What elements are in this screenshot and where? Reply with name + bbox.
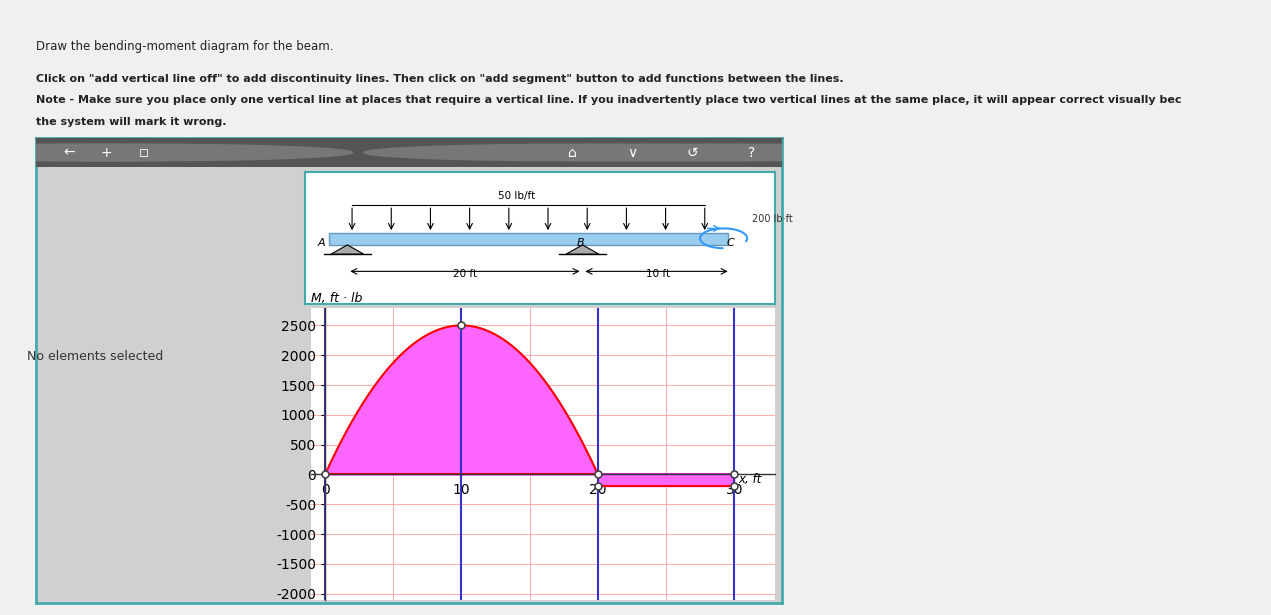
Circle shape — [0, 145, 352, 161]
Text: A: A — [318, 238, 325, 248]
Text: No elements selected: No elements selected — [27, 350, 164, 363]
Circle shape — [364, 145, 782, 161]
Text: 20 ft: 20 ft — [452, 269, 477, 279]
Text: ↺: ↺ — [686, 146, 698, 159]
Circle shape — [543, 145, 961, 161]
Polygon shape — [330, 245, 364, 254]
Text: ⌂: ⌂ — [568, 146, 577, 159]
Text: M, ft · lb: M, ft · lb — [311, 292, 362, 305]
Text: 200 lb·ft: 200 lb·ft — [751, 215, 793, 224]
Text: 10 ft: 10 ft — [646, 269, 670, 279]
Text: ◽: ◽ — [139, 146, 149, 159]
Text: Draw the bending-moment diagram for the beam.: Draw the bending-moment diagram for the … — [36, 40, 333, 53]
Text: ←: ← — [64, 146, 75, 159]
Polygon shape — [566, 245, 599, 254]
Text: ∨: ∨ — [628, 146, 638, 159]
Circle shape — [483, 145, 901, 161]
Circle shape — [0, 145, 315, 161]
Text: C: C — [727, 238, 735, 248]
FancyBboxPatch shape — [328, 233, 728, 245]
Text: +: + — [100, 146, 112, 159]
Text: 50 lb/ft: 50 lb/ft — [498, 191, 535, 200]
Circle shape — [423, 145, 841, 161]
Text: x, ft: x, ft — [738, 473, 761, 486]
Circle shape — [0, 145, 278, 161]
Text: Note - Make sure you place only one vertical line at places that require a verti: Note - Make sure you place only one vert… — [36, 95, 1181, 105]
Text: ?: ? — [749, 146, 755, 159]
Text: B: B — [576, 238, 583, 248]
Text: Click on "add vertical line off" to add discontinuity lines. Then click on "add : Click on "add vertical line off" to add … — [36, 74, 843, 84]
Text: the system will mark it wrong.: the system will mark it wrong. — [36, 117, 226, 127]
